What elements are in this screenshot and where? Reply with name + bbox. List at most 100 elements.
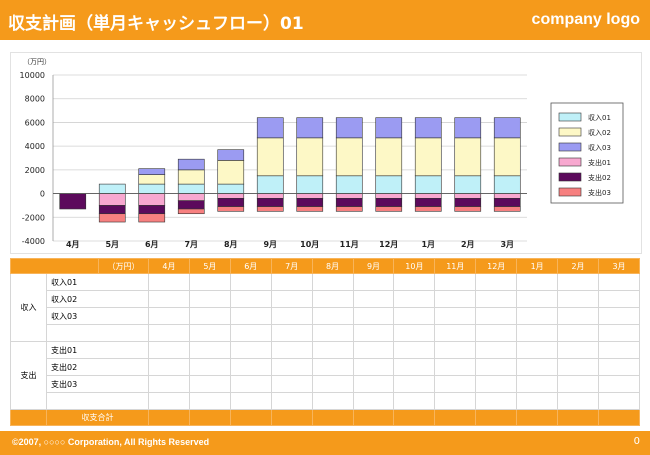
value-cell[interactable]	[516, 324, 559, 342]
value-cell[interactable]	[270, 341, 313, 359]
value-cell[interactable]	[557, 358, 599, 376]
value-cell[interactable]	[597, 290, 641, 308]
value-cell[interactable]	[597, 273, 641, 291]
value-cell[interactable]	[270, 290, 313, 308]
value-cell[interactable]	[557, 341, 599, 359]
value-cell[interactable]	[229, 290, 272, 308]
value-cell[interactable]	[352, 358, 395, 376]
value-cell[interactable]	[475, 290, 518, 308]
value-cell[interactable]	[188, 341, 231, 359]
value-cell[interactable]	[557, 392, 599, 410]
value-cell[interactable]	[229, 375, 272, 393]
value-cell[interactable]	[352, 375, 395, 393]
value-cell[interactable]	[516, 392, 559, 410]
value-cell[interactable]	[352, 341, 395, 359]
value-cell[interactable]	[148, 358, 190, 376]
total-cell[interactable]	[270, 409, 313, 426]
value-cell[interactable]	[229, 307, 272, 325]
value-cell[interactable]	[475, 358, 518, 376]
value-cell[interactable]	[311, 358, 354, 376]
value-cell[interactable]	[557, 290, 599, 308]
value-cell[interactable]	[148, 341, 190, 359]
value-cell[interactable]	[597, 358, 641, 376]
value-cell[interactable]	[393, 341, 436, 359]
value-cell[interactable]	[352, 273, 395, 291]
value-cell[interactable]	[516, 375, 559, 393]
total-cell[interactable]	[475, 409, 518, 426]
value-cell[interactable]	[352, 307, 395, 325]
value-cell[interactable]	[557, 273, 599, 291]
value-cell[interactable]	[475, 273, 518, 291]
total-cell[interactable]	[434, 409, 477, 426]
value-cell[interactable]	[229, 324, 272, 342]
value-cell[interactable]	[352, 290, 395, 308]
value-cell[interactable]	[148, 375, 190, 393]
value-cell[interactable]	[434, 273, 477, 291]
value-cell[interactable]	[557, 307, 599, 325]
value-cell[interactable]	[148, 307, 190, 325]
value-cell[interactable]	[434, 307, 477, 325]
value-cell[interactable]	[229, 341, 272, 359]
value-cell[interactable]	[188, 290, 231, 308]
value-cell[interactable]	[475, 307, 518, 325]
value-cell[interactable]	[597, 341, 641, 359]
value-cell[interactable]	[148, 273, 190, 291]
value-cell[interactable]	[270, 324, 313, 342]
value-cell[interactable]	[597, 307, 641, 325]
value-cell[interactable]	[352, 392, 395, 410]
value-cell[interactable]	[516, 290, 559, 308]
total-cell[interactable]	[229, 409, 272, 426]
value-cell[interactable]	[393, 324, 436, 342]
value-cell[interactable]	[597, 324, 641, 342]
value-cell[interactable]	[475, 375, 518, 393]
value-cell[interactable]	[311, 290, 354, 308]
value-cell[interactable]	[229, 358, 272, 376]
value-cell[interactable]	[597, 375, 641, 393]
value-cell[interactable]	[516, 341, 559, 359]
value-cell[interactable]	[270, 273, 313, 291]
value-cell[interactable]	[270, 307, 313, 325]
value-cell[interactable]	[188, 273, 231, 291]
value-cell[interactable]	[475, 341, 518, 359]
value-cell[interactable]	[516, 307, 559, 325]
value-cell[interactable]	[434, 375, 477, 393]
value-cell[interactable]	[311, 307, 354, 325]
value-cell[interactable]	[311, 341, 354, 359]
value-cell[interactable]	[597, 392, 641, 410]
value-cell[interactable]	[434, 358, 477, 376]
value-cell[interactable]	[393, 392, 436, 410]
value-cell[interactable]	[270, 358, 313, 376]
value-cell[interactable]	[148, 290, 190, 308]
value-cell[interactable]	[434, 341, 477, 359]
value-cell[interactable]	[393, 307, 436, 325]
total-cell[interactable]	[311, 409, 354, 426]
total-cell[interactable]	[557, 409, 599, 426]
value-cell[interactable]	[475, 392, 518, 410]
value-cell[interactable]	[516, 358, 559, 376]
value-cell[interactable]	[352, 324, 395, 342]
total-cell[interactable]	[597, 409, 641, 426]
value-cell[interactable]	[148, 324, 190, 342]
value-cell[interactable]	[393, 358, 436, 376]
value-cell[interactable]	[393, 375, 436, 393]
value-cell[interactable]	[393, 290, 436, 308]
value-cell[interactable]	[188, 392, 231, 410]
value-cell[interactable]	[188, 375, 231, 393]
value-cell[interactable]	[393, 273, 436, 291]
value-cell[interactable]	[270, 375, 313, 393]
value-cell[interactable]	[516, 273, 559, 291]
value-cell[interactable]	[311, 273, 354, 291]
value-cell[interactable]	[148, 392, 190, 410]
value-cell[interactable]	[475, 324, 518, 342]
total-cell[interactable]	[516, 409, 559, 426]
value-cell[interactable]	[434, 290, 477, 308]
value-cell[interactable]	[434, 324, 477, 342]
value-cell[interactable]	[188, 307, 231, 325]
value-cell[interactable]	[557, 324, 599, 342]
total-cell[interactable]	[148, 409, 190, 426]
value-cell[interactable]	[557, 375, 599, 393]
total-cell[interactable]	[352, 409, 395, 426]
value-cell[interactable]	[229, 392, 272, 410]
value-cell[interactable]	[229, 273, 272, 291]
value-cell[interactable]	[311, 375, 354, 393]
